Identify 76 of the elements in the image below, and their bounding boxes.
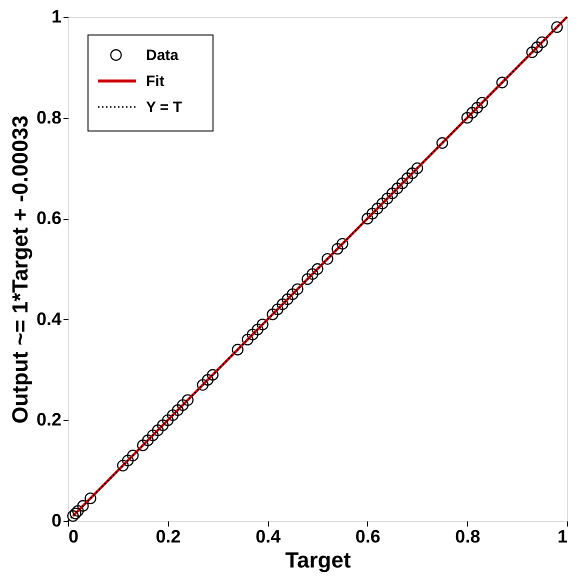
point: [176, 399, 189, 411]
point: [72, 505, 84, 517]
point: [396, 177, 408, 190]
point: [382, 192, 394, 204]
point: [117, 460, 129, 472]
point: [127, 450, 139, 462]
point: [142, 434, 154, 446]
point: [372, 202, 384, 214]
point: [466, 106, 478, 119]
point: [286, 288, 298, 300]
point: [242, 334, 254, 346]
point: [362, 212, 374, 224]
point: [302, 273, 314, 285]
y-tick-label: 0.2: [36, 410, 62, 430]
point: [182, 394, 194, 406]
point: [156, 419, 169, 432]
point: [282, 293, 294, 306]
point: [312, 263, 324, 275]
point: [551, 21, 563, 33]
point: [272, 303, 284, 316]
point: [471, 102, 484, 114]
y-tick-label: 0.8: [36, 107, 62, 128]
point: [411, 162, 424, 174]
y-tick-label: 0.6: [36, 208, 62, 228]
point: [162, 414, 174, 426]
point: [252, 324, 264, 336]
point: [77, 500, 89, 512]
point: [336, 238, 348, 250]
point: [536, 36, 548, 48]
point: [146, 429, 159, 442]
point: [256, 318, 268, 330]
point: [67, 510, 79, 522]
x-tick-label: 0: [68, 526, 79, 546]
point: [376, 198, 388, 210]
point: [232, 344, 244, 356]
x-axis-title: Target: [285, 548, 352, 572]
y-tick-label: 0.4: [36, 308, 62, 329]
x-tick-label: 0.2: [156, 526, 181, 546]
point: [246, 328, 258, 340]
point: [526, 46, 538, 58]
legend-label: Data: [146, 47, 180, 64]
legend-label: Fit: [146, 73, 164, 90]
y-axis-title: Output ~= 1*Target + -0.00033: [7, 115, 32, 424]
point: [266, 308, 278, 320]
legend-label: Y = T: [146, 99, 182, 116]
point: [386, 188, 398, 200]
point: [531, 41, 543, 54]
point: [306, 268, 318, 280]
point: [406, 167, 418, 180]
point: [206, 369, 219, 381]
point: [70, 508, 82, 520]
point: [166, 409, 179, 421]
x-tick-label: 0.8: [455, 526, 480, 546]
point: [276, 298, 288, 310]
point: [137, 440, 149, 452]
x-tick-label: 0.6: [355, 526, 380, 546]
point: [196, 379, 209, 391]
point: [122, 454, 134, 466]
point: [366, 208, 378, 220]
point: [322, 253, 334, 265]
point: [391, 182, 404, 194]
point: [292, 283, 304, 295]
point: [332, 243, 344, 255]
point: [401, 172, 414, 184]
point: [172, 404, 184, 416]
point: [496, 76, 508, 88]
point: [84, 492, 96, 504]
point: [152, 424, 164, 436]
point: [476, 96, 488, 109]
point: [202, 374, 214, 386]
y-tick-label: 0: [51, 510, 62, 530]
point: [461, 112, 474, 124]
point: [436, 137, 448, 149]
y-tick-label: 1: [51, 6, 62, 26]
x-tick-label: 0.4: [256, 526, 281, 546]
x-tick-label: 1: [557, 526, 568, 546]
